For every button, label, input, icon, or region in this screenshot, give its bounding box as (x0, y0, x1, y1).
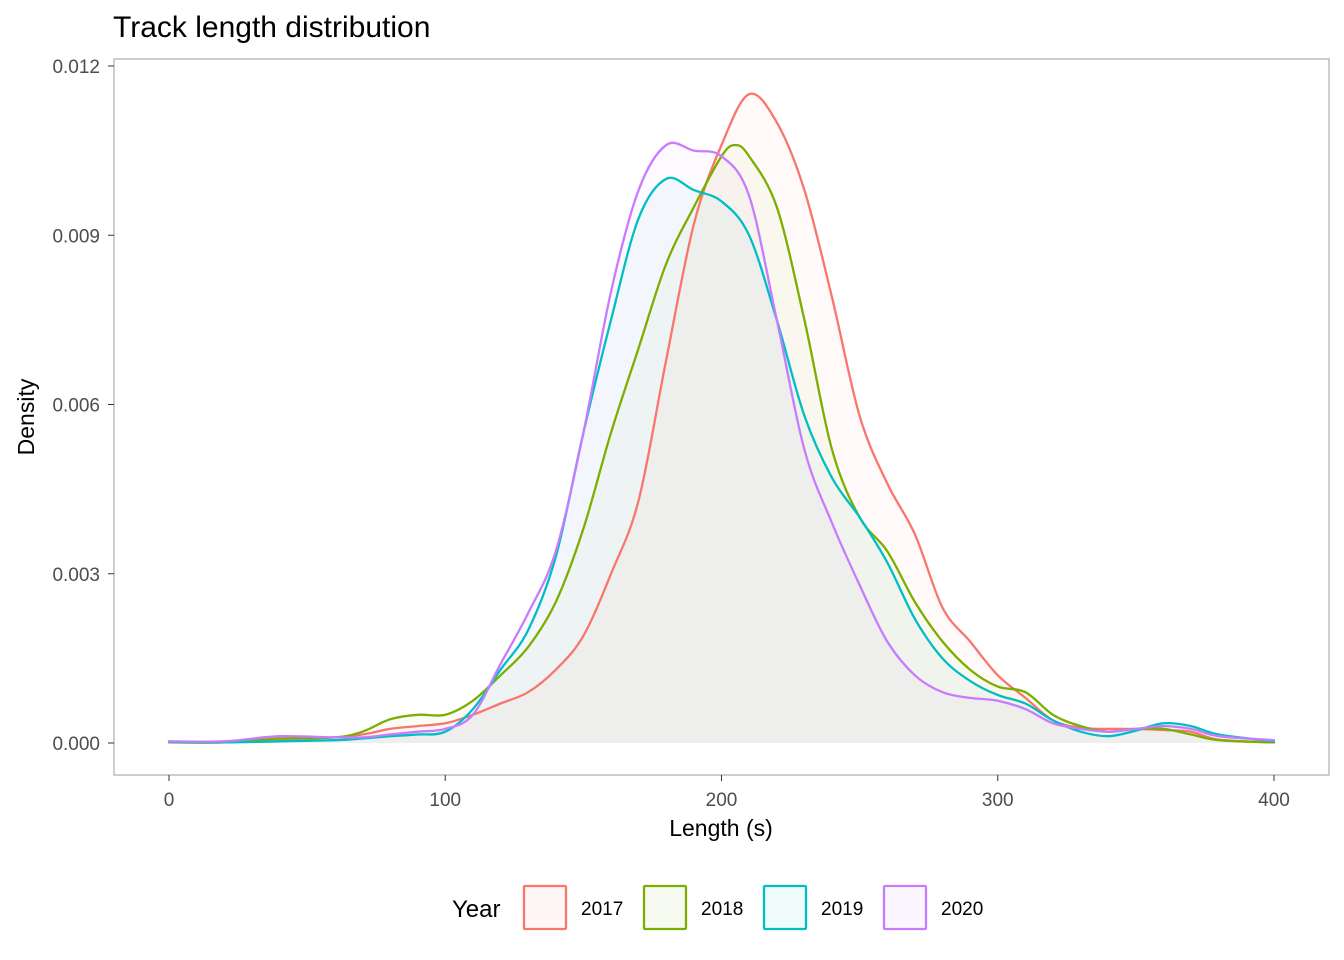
legend-label-2019: 2019 (821, 899, 863, 920)
x-tick-label: 200 (706, 790, 738, 811)
x-axis-title: Length (s) (669, 815, 773, 841)
density-line-2020 (167, 141, 1276, 743)
y-tick-label: 0.003 (52, 565, 100, 586)
y-tick-label: 0.000 (52, 734, 100, 755)
legend: Year 2017 2018 2019 2020 (452, 884, 983, 931)
legend-key-2020 (882, 884, 928, 931)
y-tick-label: 0.009 (52, 226, 100, 247)
density-fill-2020 (169, 142, 1274, 743)
density-fill-2018 (169, 145, 1274, 743)
density-fill-2017 (169, 93, 1274, 743)
density-fills (169, 93, 1274, 743)
y-tick-label: 0.006 (52, 396, 100, 417)
x-tick-label: 0 (164, 790, 175, 811)
y-tick-label: 0.012 (52, 57, 100, 78)
x-axis: 0 100 200 300 400 (164, 775, 1290, 811)
legend-label-2017: 2017 (581, 899, 623, 920)
legend-key-2017 (522, 884, 568, 931)
x-tick-label: 400 (1258, 790, 1290, 811)
legend-label-2018: 2018 (701, 899, 743, 920)
legend-key-2019 (762, 884, 808, 931)
density-lines (167, 92, 1276, 744)
x-tick-label: 300 (982, 790, 1014, 811)
legend-title: Year (452, 896, 501, 923)
x-tick-label: 100 (429, 790, 461, 811)
chart-title: Track length distribution (113, 11, 430, 44)
y-axis-title: Density (13, 378, 39, 455)
density-fill-2019 (169, 177, 1274, 743)
density-line-2018 (167, 143, 1276, 744)
y-axis: 0.000 0.003 0.006 0.009 0.012 (52, 57, 114, 755)
legend-label-2020: 2020 (941, 899, 983, 920)
density-line-2019 (167, 176, 1276, 744)
legend-key-2018 (642, 884, 688, 931)
plot-panel (113, 58, 1330, 776)
